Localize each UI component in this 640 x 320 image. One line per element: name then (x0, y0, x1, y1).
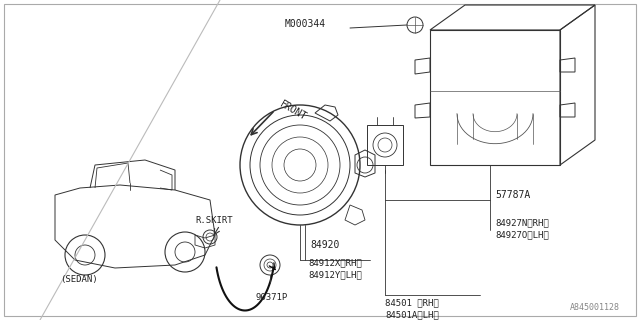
Text: A845001128: A845001128 (570, 303, 620, 312)
Text: 84920: 84920 (310, 240, 339, 250)
Text: R.SKIRT: R.SKIRT (195, 216, 232, 225)
Text: 84927O〈LH〉: 84927O〈LH〉 (495, 230, 548, 239)
Text: 84501A〈LH〉: 84501A〈LH〉 (385, 310, 439, 319)
Text: (SEDAN): (SEDAN) (60, 275, 98, 284)
Text: 57787A: 57787A (495, 190, 531, 200)
Text: 84927N〈RH〉: 84927N〈RH〉 (495, 218, 548, 227)
Text: 84912X〈RH〉: 84912X〈RH〉 (308, 258, 362, 267)
Text: FRONT: FRONT (278, 99, 308, 123)
Text: M000344: M000344 (285, 19, 326, 29)
Text: 84912Y〈LH〉: 84912Y〈LH〉 (308, 270, 362, 279)
Text: 90371P: 90371P (255, 293, 287, 302)
Text: 84501 〈RH〉: 84501 〈RH〉 (385, 298, 439, 307)
